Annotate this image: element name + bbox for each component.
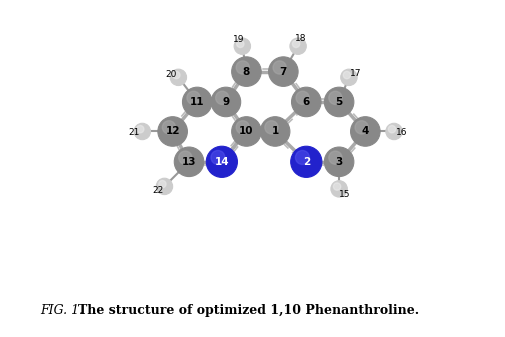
Circle shape (156, 178, 172, 194)
Circle shape (236, 61, 249, 74)
Circle shape (136, 125, 143, 133)
Text: 10: 10 (239, 126, 253, 136)
Text: 17: 17 (349, 69, 361, 78)
Circle shape (178, 151, 191, 164)
Text: 7: 7 (279, 67, 286, 76)
Text: 14: 14 (214, 157, 229, 167)
Circle shape (172, 71, 180, 79)
Circle shape (182, 87, 212, 117)
Text: 2: 2 (302, 157, 309, 167)
Text: 16: 16 (395, 128, 407, 137)
Circle shape (162, 121, 175, 134)
Circle shape (291, 87, 321, 117)
Text: 13: 13 (181, 157, 196, 167)
Circle shape (328, 151, 341, 164)
Text: 11: 11 (189, 97, 204, 107)
Circle shape (333, 183, 340, 190)
Circle shape (211, 150, 225, 164)
Text: 6: 6 (302, 97, 309, 107)
Circle shape (134, 123, 150, 140)
Circle shape (324, 87, 353, 117)
Text: 5: 5 (335, 97, 342, 107)
Text: FIG. 1.: FIG. 1. (40, 304, 87, 316)
Text: 12: 12 (165, 126, 180, 136)
Circle shape (324, 147, 353, 177)
Circle shape (206, 146, 237, 177)
Circle shape (290, 146, 321, 177)
Circle shape (350, 117, 379, 146)
Text: 9: 9 (222, 97, 229, 107)
Text: 18: 18 (294, 34, 306, 43)
Text: 20: 20 (165, 70, 176, 79)
Circle shape (236, 121, 249, 134)
Circle shape (260, 117, 289, 146)
Circle shape (289, 38, 306, 54)
Text: 19: 19 (233, 35, 244, 43)
Text: 8: 8 (242, 67, 249, 76)
Circle shape (342, 71, 350, 79)
Circle shape (174, 147, 204, 177)
Text: 4: 4 (361, 126, 368, 136)
Circle shape (385, 123, 401, 140)
Circle shape (231, 57, 261, 86)
Circle shape (340, 69, 357, 86)
Circle shape (211, 87, 240, 117)
Text: 22: 22 (152, 186, 163, 195)
Text: The structure of optimized 1,10 Phenanthroline.: The structure of optimized 1,10 Phenanth… (78, 304, 419, 316)
Circle shape (355, 121, 368, 134)
Circle shape (186, 91, 200, 104)
Circle shape (268, 57, 297, 86)
Circle shape (292, 40, 299, 48)
Circle shape (170, 69, 186, 86)
Circle shape (295, 91, 309, 104)
Circle shape (330, 181, 346, 197)
Circle shape (264, 121, 278, 134)
Circle shape (234, 38, 250, 54)
Text: 21: 21 (129, 128, 140, 137)
Circle shape (158, 117, 187, 146)
Text: 1: 1 (271, 126, 278, 136)
Circle shape (295, 150, 309, 164)
Circle shape (159, 180, 166, 188)
Circle shape (231, 117, 261, 146)
Text: 15: 15 (338, 190, 349, 199)
Circle shape (387, 125, 395, 133)
Circle shape (328, 91, 341, 104)
Circle shape (273, 61, 286, 74)
Circle shape (215, 91, 228, 104)
Text: 3: 3 (335, 157, 342, 167)
Circle shape (236, 40, 243, 48)
